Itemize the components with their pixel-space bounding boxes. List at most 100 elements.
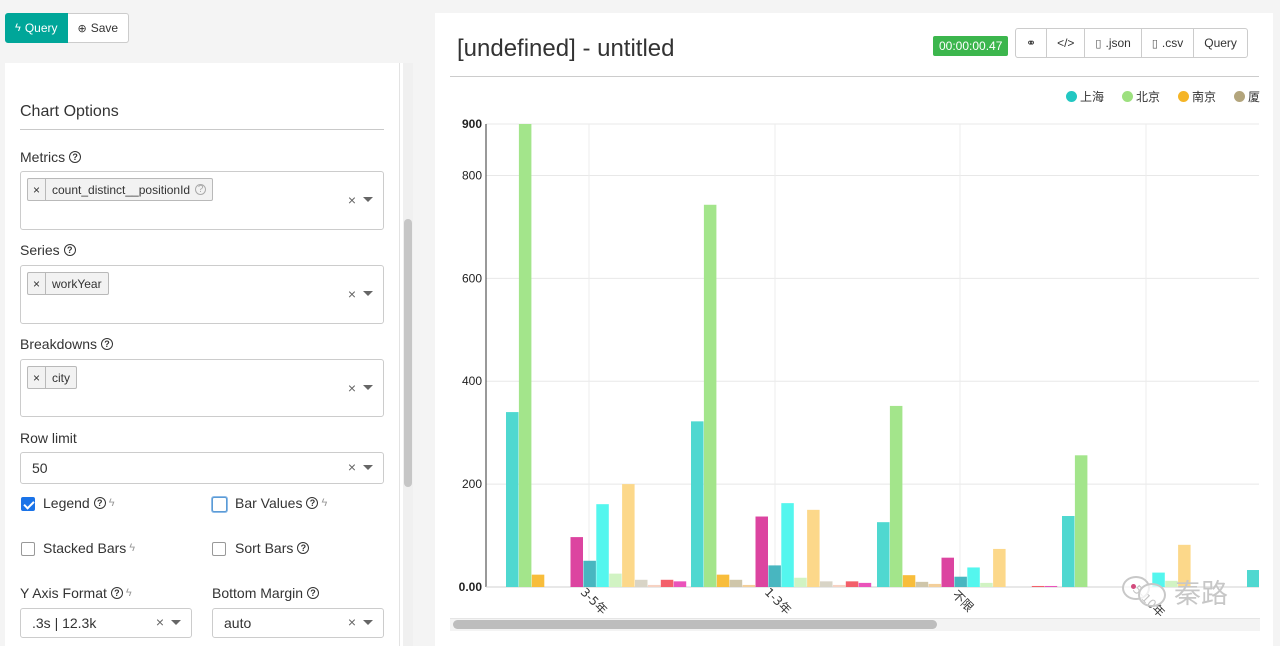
bar — [967, 567, 980, 587]
chevron-down-icon[interactable] — [363, 385, 373, 390]
remove-tag-icon[interactable]: × — [28, 273, 46, 294]
json-export-button[interactable]: ▯ .json — [1084, 28, 1142, 58]
plus-circle-icon: ⊕ — [77, 22, 87, 35]
series-label-text: Series — [20, 242, 60, 258]
chevron-down-icon[interactable] — [363, 291, 373, 296]
breakdowns-label: Breakdowns ? — [20, 336, 114, 352]
bolt-icon: ϟ — [15, 22, 21, 34]
csv-export-button[interactable]: ▯ .csv — [1140, 28, 1195, 58]
y-axis-format-label: Y Axis Format ? ϟ — [20, 585, 132, 601]
series-select[interactable]: × workYear × — [20, 265, 384, 324]
help-icon[interactable]: ? — [101, 338, 114, 350]
bar — [768, 565, 781, 587]
legend-dot — [1066, 91, 1077, 102]
remove-tag-icon[interactable]: × — [28, 367, 46, 388]
stacked-bars-checkbox[interactable] — [21, 542, 35, 556]
metrics-label: Metrics ? — [20, 149, 82, 165]
help-icon[interactable]: ? — [93, 497, 106, 509]
metrics-select[interactable]: × count_distinct__positionId? × — [20, 171, 384, 230]
chart-scrollbar-thumb[interactable] — [453, 620, 937, 629]
series-tag-label: workYear — [52, 276, 102, 291]
file-code-icon: ▯ — [1095, 37, 1102, 50]
section-title: Chart Options — [20, 103, 119, 120]
bar — [928, 583, 942, 587]
bar — [1062, 516, 1075, 587]
view-query-button[interactable]: Query — [1193, 28, 1248, 58]
clear-icon[interactable]: × — [347, 614, 356, 630]
help-icon[interactable]: ? — [297, 542, 310, 554]
bolt-icon: ϟ — [129, 542, 136, 554]
bar — [703, 204, 717, 588]
chevron-down-icon[interactable] — [363, 197, 373, 202]
y-tick-label: 600 — [462, 271, 482, 285]
bar — [691, 421, 704, 587]
query-button[interactable]: ϟ Query — [5, 13, 68, 43]
breakdowns-select[interactable]: × city × — [20, 359, 384, 417]
y-tick-label: 800 — [462, 168, 482, 182]
bar — [915, 581, 929, 587]
embed-code-button[interactable]: </> — [1046, 28, 1086, 58]
bar — [506, 412, 519, 587]
legend-item[interactable]: 北京 — [1122, 88, 1160, 105]
chevron-down-icon[interactable] — [363, 620, 373, 625]
bottom-margin-value: auto — [224, 615, 252, 631]
bar — [877, 522, 890, 587]
permalink-button[interactable]: ⚭ — [1015, 28, 1048, 58]
bar — [531, 574, 545, 587]
panel-scrollbar-thumb[interactable] — [404, 219, 412, 487]
bar — [781, 503, 794, 587]
remove-tag-icon[interactable]: × — [28, 179, 46, 200]
stacked-bars-label-text: Stacked Bars — [43, 540, 127, 556]
link-icon: ⚭ — [1026, 36, 1037, 50]
sort-bars-checkbox[interactable] — [212, 542, 226, 556]
bottom-margin-select[interactable]: auto × — [212, 608, 384, 638]
bolt-icon: ϟ — [125, 587, 132, 599]
bar — [518, 124, 532, 587]
help-icon[interactable]: ? — [63, 244, 76, 256]
bar — [647, 584, 661, 587]
legend-item[interactable]: 厦 — [1234, 88, 1260, 105]
legend-item[interactable]: 南京 — [1178, 88, 1216, 105]
bar — [845, 581, 859, 587]
help-icon[interactable]: ? — [307, 587, 320, 599]
x-tick-label: 不限 — [949, 588, 976, 615]
clear-icon[interactable]: × — [347, 192, 356, 208]
json-export-label: .json — [1105, 36, 1131, 50]
legend-label: 上海 — [1080, 90, 1105, 104]
legend-dot — [1122, 91, 1133, 102]
series-label: Series ? — [20, 242, 76, 258]
save-button[interactable]: ⊕ Save — [67, 13, 130, 43]
panel-scrollbar[interactable] — [403, 63, 413, 646]
clear-icon[interactable]: × — [347, 459, 356, 475]
metric-tag-label: count_distinct__positionId — [52, 182, 191, 197]
bar — [660, 579, 674, 587]
bar — [596, 504, 609, 587]
bar — [673, 581, 687, 587]
row-limit-label: Row limit — [20, 430, 77, 446]
help-icon[interactable]: ? — [110, 587, 123, 599]
chevron-down-icon[interactable] — [171, 620, 181, 625]
legend-dot — [1178, 91, 1189, 102]
help-icon[interactable]: ? — [306, 497, 319, 509]
y-axis-format-select[interactable]: .3s | 12.3k × — [20, 608, 192, 638]
bar-values-checkbox[interactable] — [212, 497, 227, 512]
clear-icon[interactable]: × — [347, 380, 356, 396]
series-tag: × workYear — [27, 272, 109, 295]
clear-icon[interactable]: × — [347, 286, 356, 302]
bar — [729, 579, 743, 587]
bar-values-label: Bar Values ? ϟ — [235, 495, 327, 511]
legend-checkbox[interactable] — [21, 497, 35, 511]
clear-icon[interactable]: × — [155, 614, 164, 630]
legend-label: 北京 — [1136, 90, 1161, 104]
section-divider — [20, 129, 384, 130]
bar — [1247, 570, 1259, 587]
row-limit-select[interactable]: 50 × — [20, 452, 384, 484]
help-icon[interactable]: ? — [69, 151, 82, 163]
view-query-label: Query — [1204, 36, 1237, 50]
legend-item[interactable]: 上海 — [1066, 88, 1104, 105]
control-panel: Chart Options Metrics ? × count_distinct… — [5, 63, 413, 646]
csv-export-label: .csv — [1161, 36, 1184, 50]
chevron-down-icon[interactable] — [363, 465, 373, 470]
bar — [832, 584, 846, 587]
